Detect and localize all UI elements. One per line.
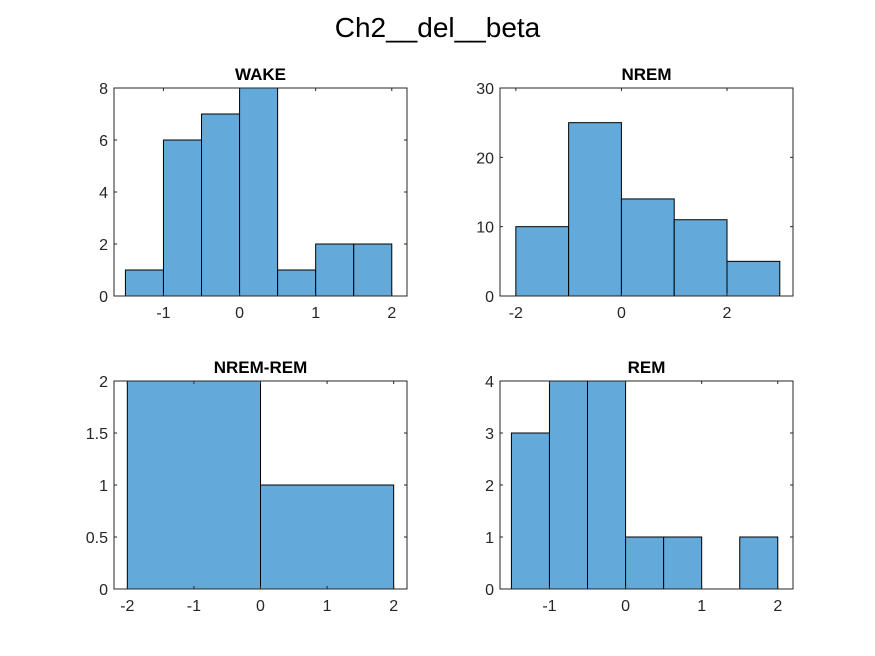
axes-frame [499, 87, 794, 297]
subplot-title: REM [628, 358, 666, 377]
histogram-bar [277, 269, 317, 297]
x-tick-label: -2 [509, 305, 523, 322]
y-tick-label: 20 [476, 150, 494, 167]
histogram-bar [625, 536, 665, 590]
x-tick-label: 1 [323, 598, 332, 615]
x-tick-label: -1 [542, 598, 556, 615]
y-tick-label: 30 [476, 81, 494, 98]
y-tick-label: 1 [485, 530, 494, 547]
histogram-bar [587, 380, 627, 590]
figure-title: Ch2__del__beta [334, 12, 541, 43]
subplot-wake: -1 0 1 2 0 2 4 6 8 WAKE [99, 65, 408, 322]
y-tick-label: 0 [99, 582, 108, 599]
x-tick-label: 0 [617, 305, 626, 322]
subplot-title: NREM [621, 65, 671, 84]
y-tick-label: 1.5 [86, 426, 108, 443]
y-tick-label: 0 [485, 582, 494, 599]
y-tick-label: 2 [99, 374, 108, 391]
histogram-bar [663, 536, 703, 590]
histogram-bar [515, 226, 570, 297]
histogram-bar [124, 269, 164, 297]
y-tick-label: 8 [99, 81, 108, 98]
y-tick-label: 4 [485, 374, 494, 391]
histogram-bar [239, 87, 279, 297]
x-tick-label: 2 [773, 598, 782, 615]
subplot-nrem-rem: -2 -1 0 1 2 0 0.5 1 1.5 2 NREM-REM [86, 358, 408, 615]
histogram-bar [126, 380, 262, 590]
x-tick-label: -1 [156, 305, 170, 322]
y-tick-label: 3 [485, 426, 494, 443]
y-tick-label: 6 [99, 133, 108, 150]
histogram-bar [673, 219, 728, 297]
histogram-bar [548, 380, 589, 590]
y-tick-label: 0 [485, 289, 494, 306]
y-tick-label: 1 [99, 478, 108, 495]
x-tick-label: 1 [697, 598, 706, 615]
x-tick-label: 2 [387, 305, 396, 322]
x-tick-label: 0 [621, 598, 630, 615]
subplot-rem: -1 0 1 2 0 1 2 3 4 REM [485, 358, 794, 615]
histogram-bar [201, 113, 241, 297]
histogram-bar [510, 432, 550, 590]
x-tick-label: -1 [187, 598, 201, 615]
histogram-bar [568, 122, 622, 297]
x-tick-label: 0 [235, 305, 244, 322]
histogram-bar [353, 243, 393, 297]
y-tick-label: 4 [99, 185, 108, 202]
x-tick-label: 2 [389, 598, 398, 615]
histogram-bar [620, 198, 675, 297]
x-tick-label: -2 [120, 598, 134, 615]
histogram-bar [726, 260, 781, 297]
y-tick-label: 2 [485, 478, 494, 495]
subplot-title: WAKE [235, 65, 286, 84]
y-tick-label: 0 [99, 289, 108, 306]
x-tick-label: 2 [723, 305, 732, 322]
x-tick-label: 1 [311, 305, 320, 322]
x-tick-label: 0 [256, 598, 265, 615]
y-tick-label: 0.5 [86, 530, 108, 547]
histogram-bar [739, 536, 779, 590]
histogram-bar [315, 243, 355, 297]
y-tick-label: 10 [476, 220, 494, 237]
subplot-title: NREM-REM [214, 358, 308, 377]
y-tick-label: 2 [99, 237, 108, 254]
histogram-bar [162, 139, 203, 297]
histogram-bar [260, 484, 395, 590]
